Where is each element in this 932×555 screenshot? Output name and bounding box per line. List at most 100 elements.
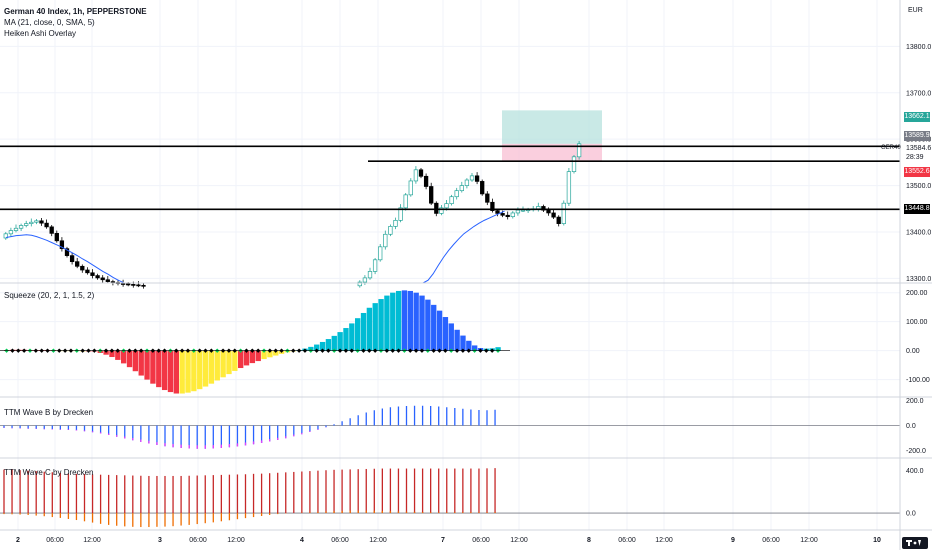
candle-body — [49, 226, 54, 234]
candle-body — [69, 255, 75, 263]
candle — [34, 218, 39, 225]
time-tick-label: 12:00 — [510, 537, 528, 544]
squeeze-bar — [121, 350, 127, 364]
wave-b-title[interactable]: TTM Wave B by Drecken — [4, 408, 94, 417]
symbol-title[interactable]: German 40 Index, 1h, PEPPERSTONE — [4, 7, 147, 16]
candle-body — [556, 216, 561, 224]
candle — [39, 218, 44, 226]
squeeze-tick-label: 0.00 — [906, 348, 920, 355]
squeeze-bar — [372, 303, 378, 351]
price-tick-label: 13300.0 — [906, 276, 931, 283]
candle-body — [449, 196, 454, 205]
candle-body — [126, 283, 131, 286]
candle — [3, 231, 8, 240]
candle-body — [136, 284, 141, 287]
time-tick-label: 12:00 — [800, 537, 818, 544]
squeeze-bar — [384, 295, 390, 351]
ma-line — [422, 210, 505, 284]
chart-legend: German 40 Index, 1h, PEPPERSTONE MA (21,… — [4, 6, 147, 39]
squeeze-bar — [319, 341, 326, 351]
candle-body — [469, 175, 475, 181]
candle-body — [393, 220, 398, 227]
symbol-price: 13584.6 — [906, 145, 932, 152]
candle — [49, 225, 54, 237]
symbol-tag: GER40 — [881, 145, 901, 151]
candle — [551, 209, 556, 219]
candle — [95, 273, 100, 280]
time-tick-label: 2 — [16, 537, 20, 544]
squeeze-bar — [413, 292, 419, 351]
price-pane[interactable] — [0, 141, 900, 289]
candle-body — [571, 156, 577, 173]
candle-body — [459, 185, 464, 192]
heiken-ashi-label[interactable]: Heiken Ashi Overlay — [4, 29, 77, 38]
candle — [439, 205, 444, 216]
candle-body — [500, 213, 505, 216]
time-tick-label: 12:00 — [369, 537, 387, 544]
squeeze-bar — [249, 350, 256, 364]
squeeze-bar — [261, 350, 267, 360]
candle — [566, 167, 572, 206]
squeeze-tick-label: 100.00 — [906, 319, 928, 326]
candle-body — [383, 233, 388, 248]
squeeze-bar — [226, 350, 232, 375]
candle-body — [520, 209, 526, 212]
candle — [13, 224, 19, 233]
time-tick-label: 06:00 — [46, 537, 64, 544]
squeeze-bar — [214, 350, 220, 381]
candle-body — [418, 169, 424, 177]
candle-body — [551, 212, 556, 218]
candle-body — [434, 202, 439, 214]
stop-price-tag: 13552.6 — [904, 167, 930, 177]
candle-body — [454, 190, 459, 198]
ma-line — [5, 234, 124, 283]
squeeze-bar — [220, 350, 226, 378]
candle — [576, 141, 582, 160]
candle — [561, 200, 566, 226]
candle-body — [566, 171, 572, 204]
candle — [408, 178, 413, 197]
squeeze-pane[interactable] — [0, 290, 510, 394]
squeeze-bar — [109, 350, 115, 358]
squeeze-bar — [161, 350, 168, 391]
candle-body — [3, 233, 8, 239]
position-zones — [502, 110, 602, 162]
candle-body — [546, 209, 551, 214]
candle — [54, 230, 59, 243]
candle-body — [90, 272, 95, 276]
candle — [469, 173, 475, 182]
candle-body — [490, 201, 495, 211]
candle — [418, 167, 424, 179]
squeeze-bar — [366, 307, 373, 351]
candle — [510, 211, 515, 219]
wave-c-tick-label: 400.0 — [906, 468, 924, 475]
wave-c-pane[interactable] — [0, 468, 900, 528]
candle — [372, 257, 378, 275]
current-price-tag: 13589.9 — [904, 131, 930, 141]
squeeze-bar — [255, 350, 261, 362]
squeeze-bar — [238, 350, 244, 369]
squeeze-bar — [425, 299, 431, 351]
candle-body — [110, 281, 116, 283]
squeeze-bar — [360, 312, 367, 351]
candle — [90, 269, 95, 279]
squeeze-bar — [442, 317, 449, 351]
price-tick-label: 13500.0 — [906, 183, 931, 190]
squeeze-bar — [132, 350, 139, 372]
candle-body — [100, 277, 105, 281]
squeeze-title[interactable]: Squeeze (20, 2, 1, 1.5, 2) — [4, 291, 95, 300]
candle-body — [8, 230, 14, 235]
candle — [64, 246, 70, 258]
wave-c-title[interactable]: TTM Wave C by Drecken — [4, 468, 94, 477]
ma-indicator-label[interactable]: MA (21, close, 0, SMA, 5) — [4, 18, 95, 27]
squeeze-bar — [337, 332, 343, 351]
candle — [105, 276, 110, 284]
candle-body — [464, 179, 470, 186]
wave-b-pane[interactable] — [0, 405, 900, 449]
candle — [505, 211, 510, 220]
candle-body — [59, 240, 65, 250]
candle-body — [44, 222, 49, 228]
squeeze-bar — [191, 350, 197, 392]
